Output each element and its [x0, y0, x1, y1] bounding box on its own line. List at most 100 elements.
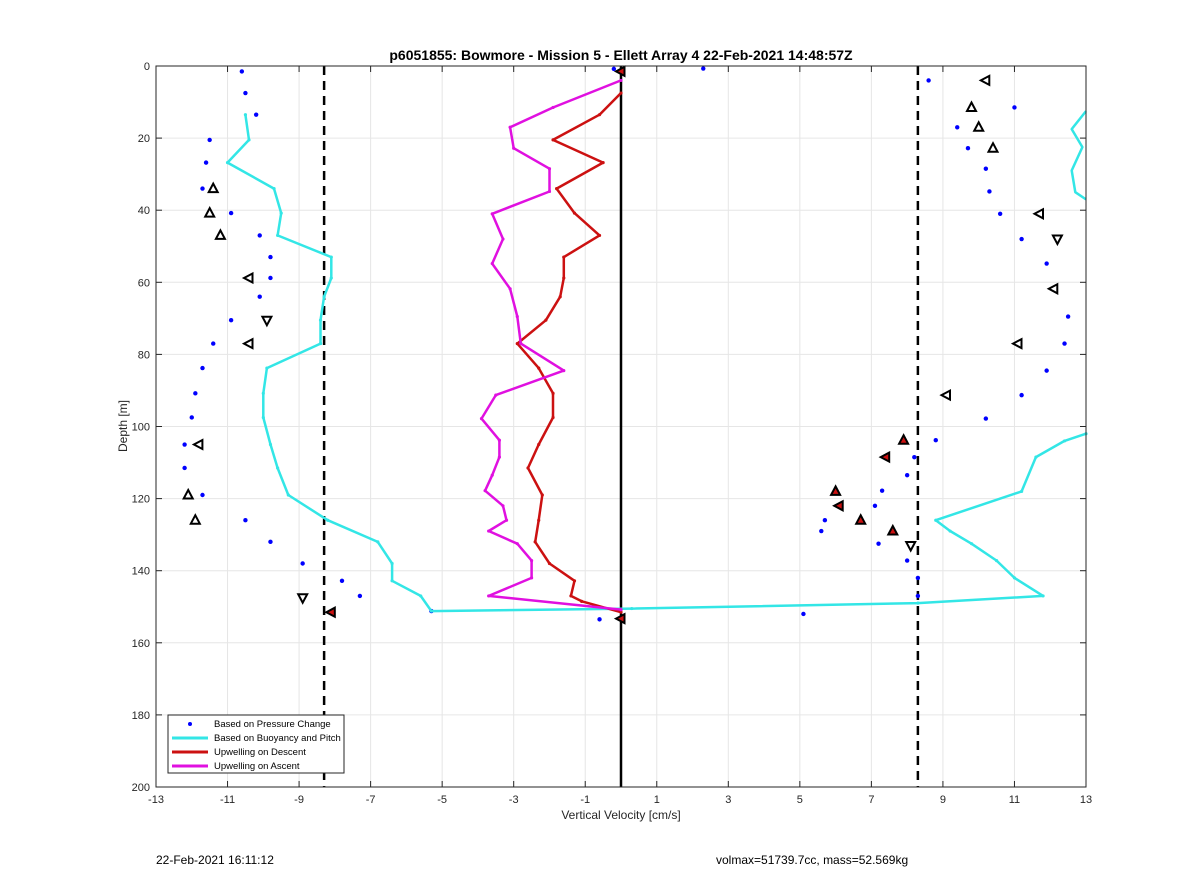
x-tick-label: 7: [868, 794, 874, 806]
upwelling-on-ascent-vertex: [619, 78, 623, 83]
triangle-marker: [191, 438, 204, 451]
based-on-pressure-change-point: [200, 365, 205, 371]
legend-dot-symbol: [188, 722, 192, 726]
x-tick-label: 1: [654, 794, 660, 806]
triangle-marker: [296, 593, 309, 605]
upwelling-on-descent-vertex: [537, 518, 541, 522]
based-on-buoyancy-and-pitch-vertex: [969, 542, 974, 546]
triangle-marker: [214, 228, 227, 240]
y-tick-label: 0: [144, 61, 150, 73]
based-on-buoyancy-and-pitch-vertex: [247, 138, 251, 142]
upwelling-on-descent-vertex: [572, 211, 577, 215]
upwelling-on-descent-vertex: [544, 318, 548, 322]
based-on-buoyancy-and-pitch-vertex: [390, 561, 394, 566]
triangle-marker: [878, 450, 891, 464]
triangle-marker: [203, 205, 216, 218]
upwelling-on-ascent-vertex: [487, 529, 491, 533]
based-on-pressure-change-point: [915, 593, 921, 599]
triangle-marker: [886, 523, 899, 536]
based-on-buoyancy-and-pitch-vertex: [225, 161, 230, 165]
based-on-pressure-change-point: [339, 578, 345, 583]
based-on-buoyancy-and-pitch-vertex: [329, 255, 333, 259]
upwelling-on-descent-vertex: [515, 341, 519, 346]
based-on-pressure-change-point: [926, 78, 931, 83]
triangle-marker: [854, 513, 867, 525]
based-on-pressure-change-point: [200, 492, 205, 498]
upwelling-on-ascent-vertex: [529, 559, 534, 563]
triangle-marker: [613, 612, 626, 625]
based-on-pressure-change-point: [182, 442, 187, 447]
y-axis-label: Depth [m]: [116, 400, 130, 452]
based-on-buoyancy-and-pitch-vertex: [934, 518, 938, 522]
based-on-pressure-change-point: [268, 254, 273, 260]
based-on-pressure-change-point: [253, 112, 259, 117]
based-on-pressure-change-point: [1044, 261, 1049, 266]
based-on-pressure-change-point: [228, 210, 234, 216]
based-on-buoyancy-and-pitch-vertex: [276, 466, 280, 470]
based-on-buoyancy-and-pitch-vertex: [322, 295, 326, 299]
legend-box: [167, 714, 345, 774]
based-on-pressure-change-point: [983, 166, 989, 171]
based-on-pressure-change-point: [872, 503, 878, 509]
y-tick-label: 160: [132, 638, 150, 650]
x-tick-label: -9: [294, 794, 304, 806]
y-tick-label: 20: [138, 133, 150, 145]
upwelling-on-ascent-vertex: [501, 504, 505, 508]
based-on-pressure-change-point: [1062, 341, 1067, 346]
x-tick-label: -13: [148, 794, 164, 806]
based-on-buoyancy-and-pitch-vertex: [429, 609, 434, 613]
based-on-pressure-change-point: [965, 145, 971, 151]
upwelling-on-descent-vertex: [619, 91, 623, 95]
upwelling-on-ascent-vertex: [619, 608, 623, 612]
upwelling-on-ascent-vertex: [551, 105, 555, 110]
based-on-buoyancy-and-pitch-vertex: [276, 233, 280, 238]
footer-timestamp: 22-Feb-2021 16:11:12: [156, 853, 274, 867]
based-on-buoyancy-and-pitch-vertex: [318, 318, 323, 322]
based-on-buoyancy-and-pitch-vertex: [1020, 489, 1024, 493]
based-on-pressure-change-point: [203, 160, 209, 165]
x-tick-label: -1: [580, 794, 590, 806]
upwelling-on-descent-vertex: [569, 594, 573, 598]
triangle-marker: [189, 513, 202, 525]
based-on-pressure-change-point: [955, 125, 960, 130]
based-on-pressure-change-point: [597, 617, 602, 622]
legend-label: Based on Buoyancy and Pitch: [214, 733, 341, 744]
x-tick-label: -11: [220, 794, 235, 806]
upwelling-on-descent-vertex: [562, 255, 566, 259]
based-on-pressure-change-point: [912, 454, 917, 460]
triangle-marker: [965, 100, 978, 112]
upwelling-on-descent-vertex: [580, 599, 584, 603]
upwelling-on-descent-vertex: [597, 113, 602, 117]
upwelling-on-ascent-vertex: [487, 594, 491, 598]
upwelling-on-descent-vertex: [572, 579, 577, 583]
triangle-marker: [260, 315, 274, 328]
upwelling-on-ascent-vertex: [490, 261, 494, 266]
based-on-buoyancy-and-pitch-vertex: [279, 211, 283, 215]
based-on-pressure-change-point: [819, 528, 824, 534]
triangle-marker: [897, 433, 910, 445]
upwelling-on-ascent-vertex: [501, 237, 505, 241]
y-tick-label: 60: [138, 277, 150, 289]
based-on-pressure-change-point: [997, 211, 1003, 217]
based-on-pressure-change-point: [243, 90, 248, 96]
upwelling-on-ascent-vertex: [490, 473, 494, 477]
based-on-buoyancy-and-pitch-vertex: [1041, 594, 1045, 598]
upwelling-on-ascent-vertex: [547, 189, 552, 194]
x-tick-label: 11: [1009, 794, 1020, 806]
based-on-pressure-change-point: [822, 518, 828, 523]
based-on-buoyancy-and-pitch-vertex: [376, 540, 380, 544]
upwelling-on-descent-vertex: [537, 442, 541, 447]
y-tick-label: 80: [138, 349, 150, 361]
upwelling-on-ascent-vertex: [515, 542, 519, 546]
x-tick-label: 13: [1080, 794, 1092, 806]
upwelling-on-descent-vertex: [547, 561, 552, 566]
upwelling-on-descent-vertex: [551, 415, 555, 420]
upwelling-on-ascent-vertex: [508, 125, 512, 129]
based-on-buoyancy-and-pitch-vertex: [268, 442, 273, 447]
legend-label: Based on Pressure Change: [214, 719, 331, 730]
upwelling-on-ascent-vertex: [483, 489, 487, 493]
upwelling-on-descent-vertex: [601, 161, 605, 165]
based-on-pressure-change-point: [182, 465, 187, 471]
based-on-pressure-change-point: [915, 575, 921, 581]
